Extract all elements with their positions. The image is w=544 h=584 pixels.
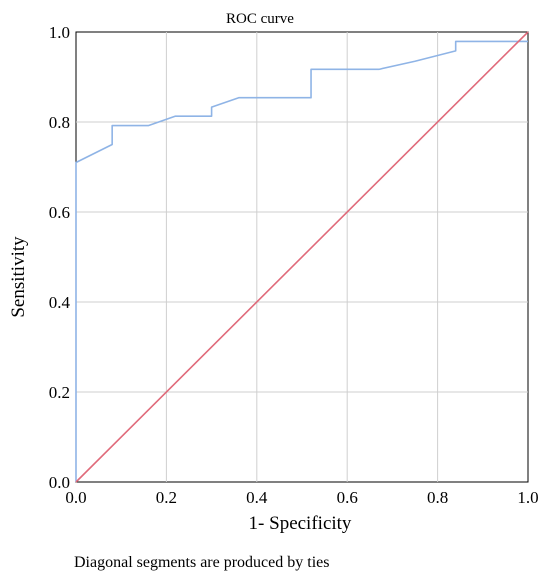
y-tick-label: 0.2 [49,383,70,402]
series-layer [75,31,529,483]
x-tick-label: 0.4 [246,488,268,507]
reference-line [75,31,529,483]
y-tick-label: 1.0 [49,23,70,42]
y-axis-title: Sensitivity [8,236,29,318]
footnote: Diagonal segments are produced by ties [74,554,330,571]
y-tick-label: 0.8 [49,113,70,132]
chart-title: ROC curve [226,11,294,27]
y-tick-label: 0.0 [49,473,70,492]
grid-layer [76,32,528,482]
roc-curve-line [75,40,528,482]
x-tick-label: 1.0 [517,488,538,507]
x-tick-label: 0.6 [337,488,358,507]
tick-layer: 0.0 0.2 0.4 0.6 0.8 1.0 0.0 0.2 0.4 0.6 0.8 1.0 [49,23,539,507]
x-tick-label: 0.2 [156,488,177,507]
y-tick-label: 0.6 [49,203,70,222]
y-tick-label: 0.4 [49,293,71,312]
x-axis-title: 1- Specificity [249,513,352,534]
x-tick-label: 0.8 [427,488,448,507]
x-tick-label: 0.0 [65,488,86,507]
